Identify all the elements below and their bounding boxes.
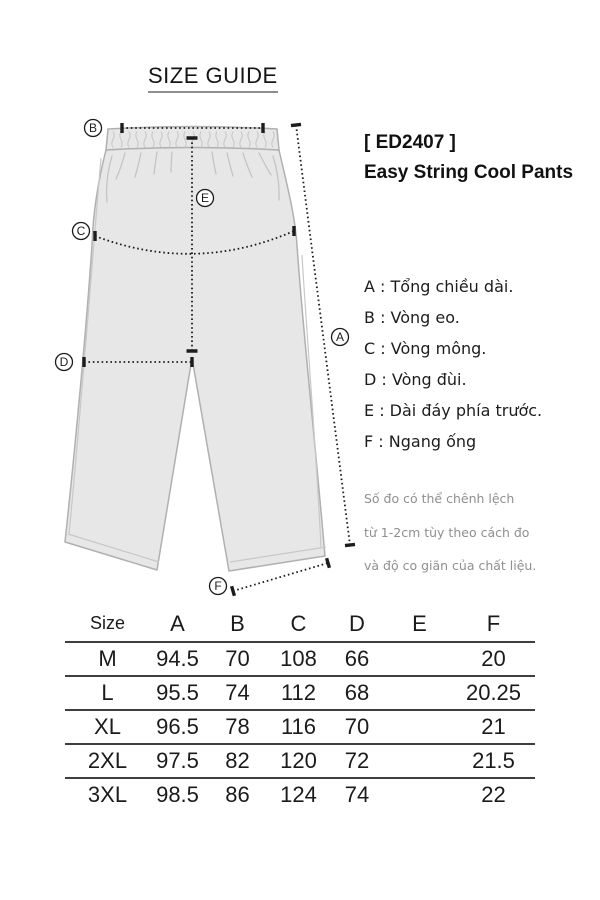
marker-c: C: [71, 221, 91, 241]
value-a: 96.5: [156, 714, 199, 739]
table-row-m: M 94.5 70 108 66 20: [65, 643, 535, 677]
column-header-size: Size: [89, 613, 125, 633]
table-row-xl: XL 96.5 78 116 70 21: [65, 711, 535, 745]
table-header-row: Size A B C D E F: [65, 606, 535, 643]
legend-item-c: C : Vòng mông.: [364, 339, 487, 358]
marker-f-letter: F: [214, 579, 221, 593]
waistband-elastic-texture: [111, 131, 275, 148]
product-name: Easy String Cool Pants: [364, 162, 574, 183]
legend-item-b: B : Vòng eo.: [364, 308, 460, 327]
page-title: SIZE GUIDE: [148, 63, 278, 94]
value-d: 72: [344, 748, 370, 773]
marker-f: F: [208, 576, 228, 596]
legend-item-a: A : Tổng chiều dài.: [364, 277, 514, 296]
value-c: 124: [280, 782, 317, 807]
value-f: 21.5: [472, 748, 515, 773]
column-header-a: A: [170, 610, 185, 636]
value-f: 22: [481, 782, 506, 807]
value-c: 108: [280, 646, 317, 671]
marker-d: D: [54, 352, 74, 372]
measurement-note: Số đo có thể chênh lệch từ 1-2cm tùy the…: [364, 482, 536, 583]
value-a: 94.5: [156, 646, 199, 671]
size-label: XL: [94, 714, 121, 739]
legend-item-e: E : Dài đáy phía trước.: [364, 401, 543, 420]
dimension-lines: [84, 124, 351, 592]
table-row-2xl: 2XL 97.5 82 120 72 21.5: [65, 745, 535, 779]
legend-item-f: F : Ngang ống: [364, 432, 477, 451]
value-a: 95.5: [156, 680, 199, 705]
value-b: 70: [225, 646, 250, 671]
product-code: [ ED2407 ]: [364, 132, 456, 153]
value-f: 21: [481, 714, 506, 739]
table-row-l: L 95.5 74 112 68 20.25: [65, 677, 535, 711]
value-c: 112: [280, 680, 317, 705]
legend-item-d: D : Vòng đùi.: [364, 370, 467, 389]
size-label: M: [98, 646, 117, 671]
size-label: 2XL: [87, 748, 128, 773]
value-c: 116: [280, 714, 317, 739]
marker-b: B: [83, 118, 103, 138]
value-d: 68: [344, 680, 370, 705]
value-a: 97.5: [156, 748, 199, 773]
pants-diagram: B E C D A F: [54, 118, 356, 597]
column-header-d: D: [349, 610, 365, 636]
size-table: Size A B C D E F M 94.5 70 108 66 20 L 9…: [65, 606, 535, 811]
value-a: 98.5: [156, 782, 199, 807]
value-c: 120: [280, 748, 317, 773]
marker-e: E: [195, 188, 215, 208]
size-label: L: [101, 680, 114, 705]
marker-e-letter: E: [201, 191, 209, 205]
column-header-f: F: [486, 610, 501, 636]
marker-a-letter: A: [336, 330, 344, 344]
dimension-end-caps: [82, 122, 356, 597]
column-header-c: C: [290, 610, 307, 636]
wrinkle-lines: [105, 151, 280, 203]
column-header-b: B: [230, 610, 245, 636]
seam-lines: [67, 157, 327, 563]
marker-a: A: [330, 327, 350, 347]
value-b: 78: [225, 714, 250, 739]
value-d: 66: [344, 646, 370, 671]
marker-b-letter: B: [89, 121, 97, 135]
value-d: 70: [344, 714, 370, 739]
note-line-3: và độ co giãn của chất liệu.: [364, 558, 537, 573]
marker-c-letter: C: [77, 224, 86, 238]
value-f: 20: [481, 646, 506, 671]
marker-d-letter: D: [60, 355, 69, 369]
value-b: 86: [225, 782, 250, 807]
column-header-e: E: [412, 610, 427, 636]
table-row-3xl: 3XL 98.5 86 124 74 22: [65, 779, 535, 811]
value-b: 74: [225, 680, 250, 705]
product-info: [ ED2407 ] Easy String Cool Pants: [364, 128, 573, 188]
note-line-1: Số đo có thể chênh lệch: [364, 491, 515, 506]
size-label: 3XL: [87, 782, 128, 807]
value-d: 74: [344, 782, 370, 807]
value-f: 20.25: [465, 680, 522, 705]
pants-body: [64, 145, 326, 572]
value-b: 82: [225, 748, 250, 773]
measurement-legend: A : Tổng chiều dài. B : Vòng eo. C : Vòn…: [364, 271, 542, 457]
note-line-2: từ 1-2cm tùy theo cách đo: [364, 524, 530, 540]
